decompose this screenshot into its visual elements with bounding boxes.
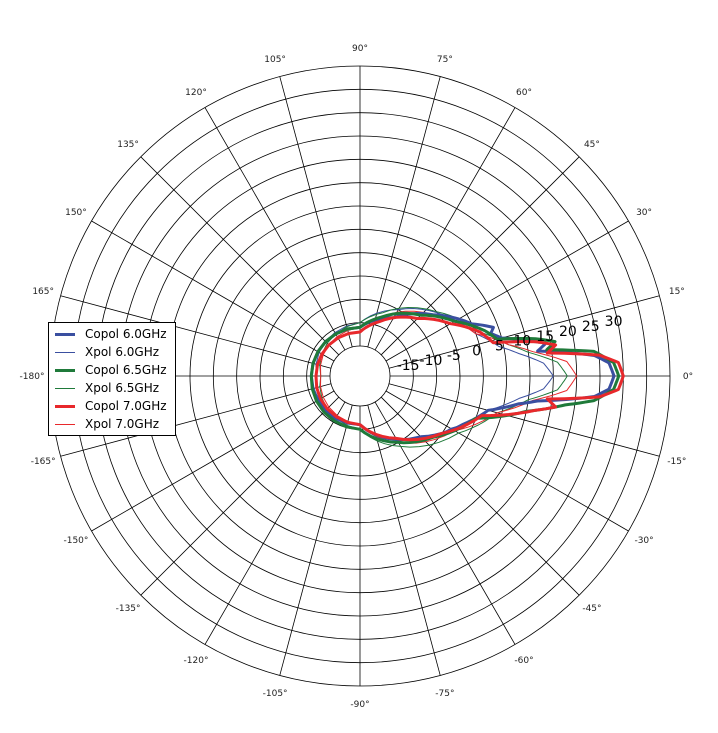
theta-tick-label: -165° (31, 457, 56, 467)
grid-spoke (204, 107, 346, 351)
theta-tick-label: -30° (634, 536, 653, 546)
legend-swatch (55, 351, 75, 353)
theta-tick-label: 30° (636, 208, 652, 218)
legend-label: Copol 7.0GHz (85, 399, 167, 413)
grid-spoke (91, 390, 335, 532)
theta-tick-label: 0° (683, 372, 693, 382)
theta-tick-label: -150° (63, 536, 88, 546)
legend-item: Xpol 6.0GHz (55, 343, 171, 361)
series-lines (309, 307, 625, 448)
legend-item: Xpol 7.0GHz (55, 415, 171, 433)
grid-spoke (388, 383, 660, 457)
legend-label: Copol 6.5GHz (85, 363, 167, 377)
grid-spoke (380, 396, 580, 596)
theta-tick-label: 60° (516, 88, 532, 98)
grid-spoke (367, 404, 441, 676)
legend-item: Copol 6.5GHz (55, 361, 171, 379)
legend-label: Copol 6.0GHz (85, 327, 167, 341)
legend-item: Xpol 6.5GHz (55, 379, 171, 397)
grid-spoke (140, 396, 340, 596)
theta-tick-label: -135° (116, 604, 141, 614)
grid-spoke (385, 220, 629, 362)
legend-label: Xpol 6.5GHz (85, 381, 160, 395)
theta-tick-label: 120° (185, 88, 207, 98)
r-tick-label: -5 (447, 348, 461, 364)
legend-swatch (55, 368, 75, 372)
r-tick-label: 15 (536, 329, 554, 345)
theta-tick-label: -15° (667, 457, 686, 467)
theta-tick-label: -90° (350, 700, 369, 710)
grid-spoke (60, 383, 332, 457)
theta-tick-label: 135° (117, 140, 139, 150)
grid-spoke (279, 404, 353, 676)
theta-tick-label: 105° (264, 55, 286, 65)
legend-label: Xpol 7.0GHz (85, 417, 160, 431)
theta-tick-label: 15° (669, 287, 685, 297)
polar-labels: 0° 15° 30° 45° 60° 75° 90° 105° 120° 135° 150° 165°… (20, 44, 694, 710)
r-tick-label: 25 (582, 319, 600, 335)
legend-item: Copol 7.0GHz (55, 397, 171, 415)
theta-tick-label: 165° (32, 287, 54, 297)
r-tick-label: 20 (559, 324, 577, 340)
grid-spoke (385, 390, 629, 532)
grid-spoke (279, 76, 353, 348)
legend-item: Copol 6.0GHz (55, 325, 171, 343)
theta-tick-label: -120° (184, 656, 209, 666)
legend-swatch (55, 404, 75, 408)
r-tick-label: 10 (513, 334, 531, 350)
legend-swatch (55, 387, 75, 389)
legend-swatch (55, 423, 75, 425)
grid-spoke (60, 295, 332, 369)
grid-spoke (388, 295, 660, 369)
inner-circle (329, 345, 391, 407)
r-tick-label: 0 (472, 343, 481, 359)
theta-tick-label: 45° (584, 140, 600, 150)
theta-tick-label: 90° (352, 44, 368, 54)
theta-tick-label: -60° (514, 656, 533, 666)
grid-spoke (91, 220, 335, 362)
theta-tick-label: -105° (263, 689, 288, 699)
theta-tick-label: 75° (437, 55, 453, 65)
theta-tick-label: -180° (20, 372, 45, 382)
theta-tick-label: 150° (65, 208, 87, 218)
grid-spoke (380, 156, 580, 356)
grid-spoke (204, 401, 346, 645)
r-tick-label: 30 (605, 314, 623, 330)
grid-spoke (367, 76, 441, 348)
legend-label: Xpol 6.0GHz (85, 345, 160, 359)
series-line (319, 307, 568, 448)
series-line (314, 315, 625, 442)
theta-tick-label: -45° (582, 604, 601, 614)
r-tick-label: 5 (495, 339, 504, 355)
theta-tick-label: -75° (435, 689, 454, 699)
legend-swatch (55, 332, 75, 336)
grid-spoke (140, 156, 340, 356)
legend: Copol 6.0GHz Xpol 6.0GHz Copol 6.5GHz Xpol … (48, 322, 176, 436)
r-tick-label: -10 (420, 353, 443, 369)
r-tick-label: -15 (397, 358, 420, 374)
